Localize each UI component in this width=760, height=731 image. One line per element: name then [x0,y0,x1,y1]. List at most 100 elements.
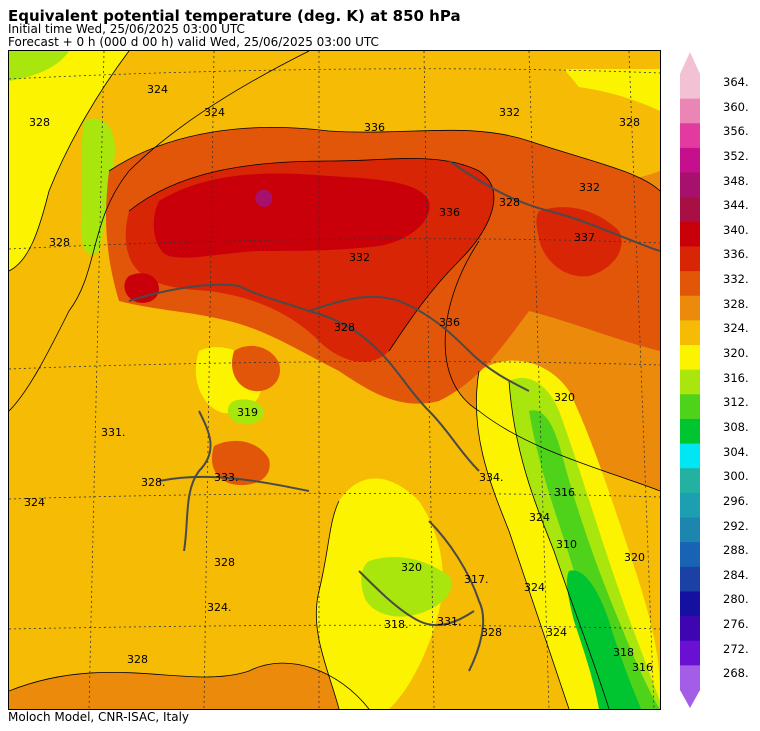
contour-labels: 324 324 328 328 336 332 328 332 337 336 328 336 332 3… [24,83,653,674]
colorbar-tick-label: 320. [723,346,749,361]
contour-label: 328 [127,653,148,666]
coastlines-borders [128,160,660,672]
colorbar-swatch [680,197,700,223]
contour-label: 332 [349,251,370,264]
contour-label: 336 [439,206,460,219]
colorbar-tick-label: 296. [723,493,749,508]
contour-label: 328 [499,196,520,209]
contour-label: 324. [207,601,232,614]
colorbar-swatch [680,295,700,321]
colorbar-swatch [680,443,700,469]
contour-label: 328 [214,556,235,569]
colorbar-tick-label: 352. [723,148,749,163]
colorbar-tick-label: 364. [723,75,749,89]
contour-label: 331. [437,615,462,628]
colorbar-swatch [680,591,700,617]
colorbar-swatch [680,74,700,100]
contour-label: 324 [524,581,545,594]
colorbar: 364. 360. 356. 352. 348. 344. 340. 336. 332. 328.… [680,50,760,710]
colorbar-tick-label: 344. [723,198,749,213]
colorbar-swatch [680,665,700,691]
contour-label: 318 [613,646,634,659]
colorbar-tick-label: 324. [723,321,749,336]
colorbar-min-arrow [680,690,700,708]
colorbar-tick-label: 328. [723,296,749,311]
contour-label: 332 [579,181,600,194]
colorbar-swatch [680,320,700,346]
colorbar-swatch [680,369,700,395]
colorbar-swatch [680,517,700,543]
colorbar-swatch [680,345,700,371]
colorbar-max-arrow [680,52,700,74]
colorbar-tick-label: 288. [723,543,749,558]
colorbar-swatch [680,221,700,247]
contour-label: 336 [364,121,385,134]
colorbar-swatch [680,246,700,272]
colorbar-tick-label: 308. [723,419,749,434]
colorbar-tick-label: 348. [723,173,749,188]
contour-label: 324 [147,83,168,96]
colorbar-tick-label: 360. [723,99,749,114]
map-title: Equivalent potential temperature (deg. K… [8,7,461,25]
contour-label: 320 [554,391,575,404]
colorbar-swatch [680,271,700,297]
contour-label: 317. [464,573,489,586]
colorbar-tick-label: 284. [723,567,749,582]
colorbar-swatch [680,542,700,568]
colorbar-tick-label: 356. [723,124,749,139]
colorbar-tick-label: 312. [723,395,749,410]
contour-label: 324 [24,496,45,509]
contour-label: 334. [479,471,504,484]
contour-label: 324 [546,626,567,639]
colorbar-tick-label: 340. [723,222,749,237]
colorbar-tick-label: 268. [723,666,749,681]
theta-e-map: 324 324 328 328 336 332 328 332 337 336 328 336 332 3… [8,50,661,710]
contour-label: 328 [619,116,640,129]
contour-label: 328. [141,476,166,489]
colorbar-tick-label: 292. [723,518,749,533]
contour-label: 328 [49,236,70,249]
colorbar-tick-label: 332. [723,272,749,287]
colorbar-tick-label: 276. [723,617,749,632]
contour-lines [9,51,660,709]
contour-label: 324 [529,511,550,524]
contour-label: 316 [554,486,575,499]
contour-label: 331. [101,426,126,439]
contour-label: 316 [632,661,653,674]
contour-label: 336 [439,316,460,329]
graticule [9,51,660,709]
forecast-validity: Forecast + 0 h (000 d 00 h) valid Wed, 2… [8,35,379,49]
colorbar-swatch [680,566,700,592]
colorbar-tick-label: 300. [723,469,749,484]
contour-label: 320 [401,561,422,574]
contour-label: 332 [499,106,520,119]
contour-label: 310 [556,538,577,551]
colorbar-swatch [680,123,700,149]
contour-label: 324 [204,106,225,119]
colorbar-tick-label: 272. [723,641,749,656]
colorbar-swatch [680,394,700,420]
colorbar-swatch [680,468,700,494]
colorbar-tick-label: 316. [723,370,749,385]
filled-contours [9,51,660,709]
colorbar-tick-label: 304. [723,444,749,459]
colorbar-tick-label: 280. [723,592,749,607]
initial-time: Initial time Wed, 25/06/2025 03:00 UTC [8,22,245,36]
model-credit: Moloch Model, CNR-ISAC, Italy [8,710,190,724]
colorbar-swatch [680,616,700,642]
colorbar-swatch [680,147,700,174]
contour-label: 328 [334,321,355,334]
contour-label: 328 [29,116,50,129]
contour-label: 333. [214,471,239,484]
colorbar-swatch [680,418,700,445]
contour-label: 320 [624,551,645,564]
colorbar-swatch [680,98,700,124]
contour-label: 319 [237,406,258,419]
colorbar-swatch [680,640,700,666]
colorbar-tick-label: 336. [723,247,749,262]
colorbar-swatch [680,172,700,198]
colorbar-swatch [680,492,700,519]
contour-label: 337 [574,231,595,244]
contour-label: 318. [384,618,409,631]
contour-label: 328 [481,626,502,639]
